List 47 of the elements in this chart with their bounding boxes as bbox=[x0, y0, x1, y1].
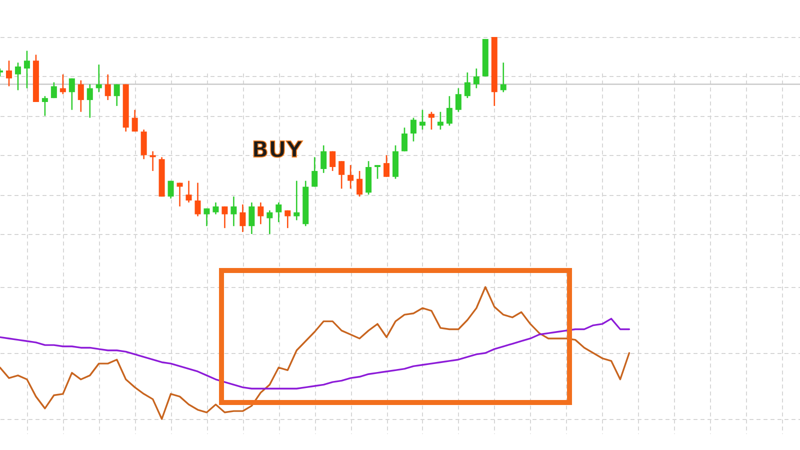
candlestick bbox=[348, 164, 354, 190]
candlestick bbox=[212, 202, 219, 215]
candlestick bbox=[266, 210, 273, 235]
candlestick bbox=[384, 154, 390, 178]
candlestick bbox=[78, 80, 84, 113]
candlestick bbox=[86, 84, 93, 118]
candlestick bbox=[24, 50, 30, 89]
candlestick bbox=[194, 182, 201, 217]
candlestick bbox=[168, 180, 174, 200]
candlestick bbox=[68, 78, 75, 111]
candlestick bbox=[294, 180, 300, 221]
candlestick bbox=[114, 84, 120, 107]
candlestick bbox=[258, 202, 264, 225]
candlestick bbox=[320, 144, 327, 174]
candlestick bbox=[104, 74, 111, 101]
candlestick bbox=[204, 208, 210, 227]
candlestick bbox=[284, 210, 291, 229]
candlestick bbox=[60, 74, 66, 95]
candlestick bbox=[186, 180, 192, 204]
candlestick bbox=[50, 82, 57, 99]
candlestick bbox=[312, 156, 318, 188]
candlestick bbox=[473, 68, 480, 89]
candlestick bbox=[14, 62, 21, 91]
candlestick bbox=[374, 164, 381, 180]
candlestick bbox=[455, 88, 462, 113]
candlestick bbox=[222, 206, 228, 229]
candlestick bbox=[132, 109, 138, 132]
candlestick bbox=[419, 109, 426, 130]
candlestick bbox=[240, 204, 246, 233]
candlestick bbox=[6, 60, 12, 87]
candlestick bbox=[401, 126, 408, 152]
candlestick bbox=[230, 196, 237, 227]
candlestick bbox=[42, 95, 48, 116]
candlestick bbox=[446, 95, 452, 126]
candlestick bbox=[356, 170, 363, 198]
candlestick bbox=[276, 202, 282, 223]
candlestick bbox=[428, 111, 434, 130]
candlestick bbox=[338, 160, 345, 190]
candlestick bbox=[500, 62, 506, 93]
candlestick bbox=[150, 150, 156, 172]
candlestick bbox=[330, 150, 336, 172]
candlestick bbox=[410, 117, 416, 142]
candlestick bbox=[464, 72, 470, 99]
candlestick bbox=[248, 202, 255, 235]
candlestick bbox=[437, 111, 444, 130]
annotation: BUY bbox=[252, 138, 304, 163]
candlestick bbox=[140, 128, 147, 160]
